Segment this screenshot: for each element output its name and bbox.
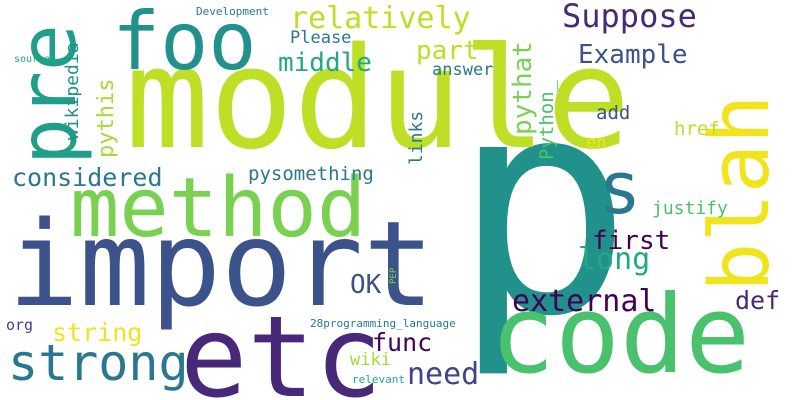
word-development: Development: [196, 5, 269, 18]
word-example: Example: [578, 40, 688, 70]
word-foo: foo: [112, 0, 257, 88]
word-long: long: [578, 242, 651, 277]
word-part: part: [416, 36, 479, 66]
word-28programming-language: 28programming_language: [310, 317, 456, 330]
word-relevant: relevant: [352, 373, 405, 386]
word-func: func: [372, 328, 433, 357]
word-relatively: relatively: [290, 1, 471, 36]
word-href: href: [674, 118, 720, 140]
word-ok: OK: [350, 270, 382, 300]
word-considered: considered: [12, 163, 163, 192]
word-pythat: pythat: [508, 41, 538, 135]
word-wikipedia: wikipedia: [62, 42, 83, 140]
word-method: method: [70, 161, 367, 256]
word-string: string: [52, 318, 143, 347]
word-import: import: [8, 195, 435, 333]
word-justify: justify: [652, 198, 728, 219]
word-org: org: [6, 316, 34, 334]
word-s: s: [598, 146, 642, 230]
word-middle: middle: [278, 48, 372, 78]
word-p: p: [452, 33, 633, 382]
word-def: def: [735, 286, 781, 315]
word-external: external: [512, 284, 657, 319]
word-links: links: [406, 110, 427, 165]
word-code: code: [490, 273, 751, 398]
word-pythis: pythis: [94, 78, 119, 158]
word-pep: PEP: [389, 267, 399, 284]
word-module: module: [125, 18, 631, 181]
word-please: Please: [290, 28, 352, 48]
word-etc: etc: [180, 293, 383, 400]
word-suppose: Suppose: [562, 0, 697, 35]
word-add: add: [596, 102, 631, 124]
word-python-underscore: Python_: [536, 79, 558, 160]
word-en: en: [586, 133, 607, 153]
word-pysomething: pysomething: [248, 163, 374, 185]
word-sources: sources: [14, 54, 57, 65]
word-wiki: wiki: [350, 350, 391, 370]
word-answer: answer: [432, 60, 494, 80]
word-need: need: [407, 357, 480, 392]
word-first: first: [592, 226, 671, 256]
word-strong: strong: [8, 334, 189, 392]
